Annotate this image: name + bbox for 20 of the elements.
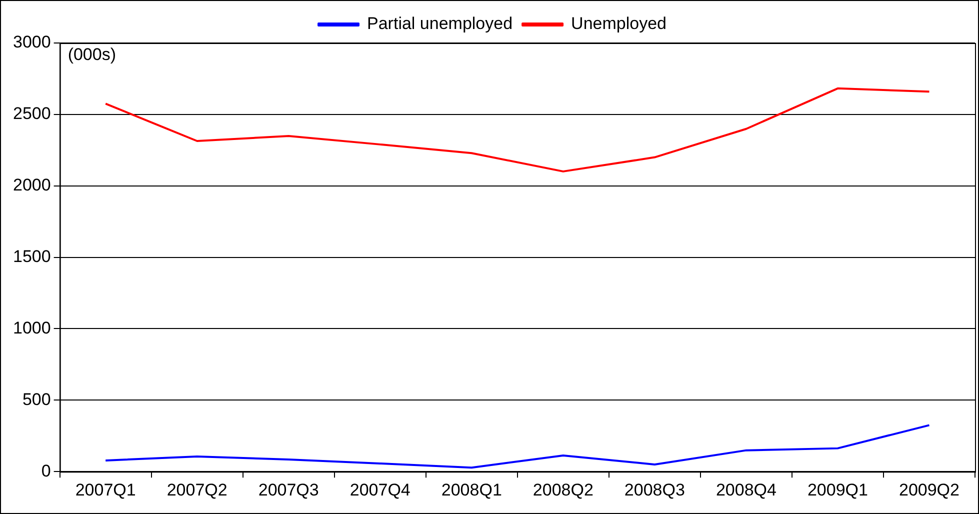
x-tick-label: 2009Q2 (898, 480, 960, 500)
x-tick-label: 2008Q1 (441, 480, 502, 500)
y-tick-label: 3000 (12, 32, 51, 52)
x-tick-label: 2008Q4 (716, 480, 776, 500)
x-tick-label: 2007Q2 (166, 480, 228, 500)
x-tick-label: 2007Q3 (258, 480, 319, 500)
legend-label: Partial unemployed (367, 14, 513, 34)
x-tick-label: 2008Q2 (532, 480, 594, 500)
y-tick-label: 1000 (12, 318, 51, 338)
x-tick-label: 2007Q1 (75, 480, 136, 500)
y-axis-title: (000s) (68, 45, 116, 64)
y-tick-label: 2000 (12, 176, 51, 195)
y-tick-label: 500 (22, 390, 51, 409)
x-tick-label: 2009Q1 (807, 480, 868, 500)
x-tick-label: 2007Q4 (350, 480, 410, 500)
y-tick-label: 2500 (12, 104, 51, 124)
y-tick-label: 0 (41, 461, 51, 480)
legend-label: Unemployed (571, 14, 666, 34)
y-tick-label: 1500 (12, 246, 51, 266)
x-tick-label: 2008Q3 (624, 480, 685, 500)
